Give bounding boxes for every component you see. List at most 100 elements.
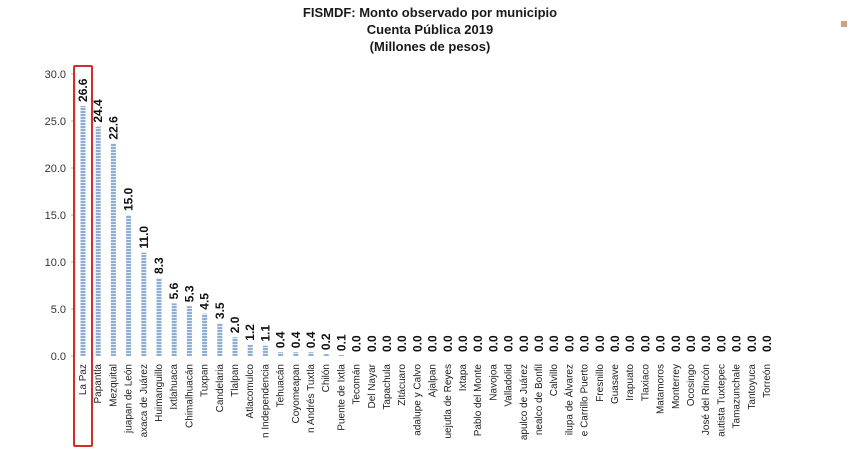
bar-value-label: 0.0 — [426, 335, 440, 352]
x-category-label: Guasave — [610, 364, 621, 404]
chart-subtitle-line-2: (Millones de pesos) — [369, 39, 491, 54]
bar-value-label: 0.0 — [684, 335, 698, 352]
bar-value-label: 0.0 — [380, 335, 394, 352]
x-category-label: Calvillo — [549, 364, 560, 397]
bar — [202, 313, 208, 356]
highlight-box — [73, 64, 93, 448]
bar-value-label: 0.0 — [654, 335, 668, 352]
bar-value-label: 5.6 — [167, 282, 181, 299]
bar-value-label: 11.0 — [137, 226, 151, 249]
x-category-label: Ixtapa — [458, 364, 469, 392]
bar-value-label: 2.0 — [228, 316, 242, 333]
bar-value-label: 0.0 — [669, 335, 683, 352]
bar-value-label: 0.0 — [486, 335, 500, 352]
x-category-label: Mezquital — [108, 364, 119, 407]
bar-value-label: 0.0 — [730, 335, 744, 352]
bar-value-label: 0.0 — [745, 335, 759, 352]
x-category-label: Atlacomulco — [245, 364, 256, 419]
bar — [232, 337, 238, 356]
bar — [293, 352, 299, 356]
bar-value-label: 22.6 — [106, 116, 120, 140]
bar-value-label: 0.4 — [304, 331, 318, 348]
bar-value-label: 0.0 — [638, 335, 652, 352]
bar — [110, 143, 116, 356]
bar-value-label: 0.2 — [319, 333, 333, 350]
x-category-label: Ocosingo — [686, 364, 697, 407]
x-category-label: adalupe y Calvo — [412, 364, 423, 436]
bar-value-label: 5.3 — [182, 285, 196, 302]
bar-value-label: 0.0 — [350, 335, 364, 352]
x-category-label: Torreón — [762, 364, 773, 398]
bar-value-label: 15.0 — [122, 187, 136, 211]
x-category-label: José del Rincón — [701, 364, 712, 435]
bar-value-label: 26.6 — [76, 78, 90, 102]
bar-value-label: 0.4 — [274, 331, 288, 348]
value-labels: 26.624.422.615.011.08.35.6 5.3 4.53.52.0 1.… — [76, 78, 774, 352]
bar-value-label: 0.1 — [334, 334, 348, 351]
bar-value-label: 0.0 — [593, 335, 607, 352]
x-category-label: Tapachula — [382, 364, 393, 410]
bar-value-label: 0.0 — [623, 335, 637, 352]
bar-value-label: 0.0 — [760, 335, 774, 352]
bar — [262, 345, 268, 356]
x-category-label: apulco de Juárez — [519, 364, 530, 440]
bar — [323, 354, 329, 356]
x-category-label: Ajalpan — [428, 364, 439, 397]
x-category-label: Del Nayar — [367, 363, 378, 408]
y-tick-label: 0.0 — [51, 351, 66, 363]
bar-value-label: 0.0 — [502, 335, 516, 352]
x-category-label: Tlalpan — [230, 364, 241, 397]
bar-value-label: 0.0 — [578, 335, 592, 352]
bar — [126, 215, 132, 356]
legend-marker-icon — [841, 21, 847, 27]
x-category-label: Tamazunchale — [732, 364, 743, 429]
category-labels: La Paz Papantla Mezquital juapan de León axa… — [78, 363, 773, 440]
highlight-group — [73, 64, 93, 448]
x-category-label: autista Tuxtepec — [716, 364, 727, 437]
x-category-label: Puente de Ixtla — [336, 364, 347, 431]
y-tick-label: 5.0 — [51, 304, 66, 316]
x-category-label: juapan de León — [124, 364, 135, 434]
x-category-label: Zitácuaro — [397, 364, 408, 406]
x-category-label: Tehuacán — [276, 364, 287, 407]
x-category-label: Candelaria — [215, 364, 226, 413]
x-category-label: Tuxpan — [200, 364, 211, 397]
bar-value-label: 0.0 — [456, 335, 470, 352]
x-category-label: Tantoyuca — [747, 364, 758, 410]
bar-value-label: 0.4 — [289, 331, 303, 348]
x-category-label: nealco de Bonfil — [534, 364, 545, 435]
bar-value-label: 1.1 — [258, 325, 272, 342]
bar — [247, 344, 253, 356]
x-category-label: Huimanguillo — [154, 364, 165, 422]
bar-value-label: 0.0 — [441, 335, 455, 352]
bar-value-label: 0.0 — [365, 335, 379, 352]
x-category-label: Tecomán — [352, 364, 363, 405]
bar-value-label: 0.0 — [608, 335, 622, 352]
bar-value-label: 0.0 — [547, 335, 561, 352]
bar — [156, 277, 162, 356]
bar — [338, 355, 344, 356]
bar — [141, 252, 147, 356]
x-category-label: Chimalhuacán — [184, 364, 195, 428]
x-category-label: Valladolid — [504, 364, 515, 407]
bar-value-label: 0.0 — [410, 335, 424, 352]
y-tick-label: 20.0 — [45, 163, 66, 175]
x-category-label: Chilón — [321, 364, 332, 392]
x-category-label: n Andrés Tuxtla — [306, 364, 317, 433]
y-tick-label: 30.0 — [45, 69, 66, 81]
bar-value-label: 0.0 — [395, 335, 409, 352]
bars — [80, 105, 344, 357]
x-category-label: Papantla — [93, 364, 104, 404]
x-category-label: Navojoa — [488, 364, 499, 401]
bar-value-label: 8.3 — [152, 257, 166, 274]
bar — [186, 306, 192, 356]
bar-value-label: 4.5 — [198, 293, 212, 310]
bar-value-label: 0.0 — [517, 335, 531, 352]
x-category-label: Pablo del Monte — [473, 364, 484, 437]
chart-title-block: FISMDF: Monto observado por municipio Cu… — [190, 4, 670, 55]
x-category-label: Matamoros — [656, 364, 667, 414]
y-tick-label: 25.0 — [45, 116, 66, 128]
chart-title: FISMDF: Monto observado por municipio — [302, 5, 558, 20]
x-category-label: Tlaxiaco — [640, 364, 651, 402]
